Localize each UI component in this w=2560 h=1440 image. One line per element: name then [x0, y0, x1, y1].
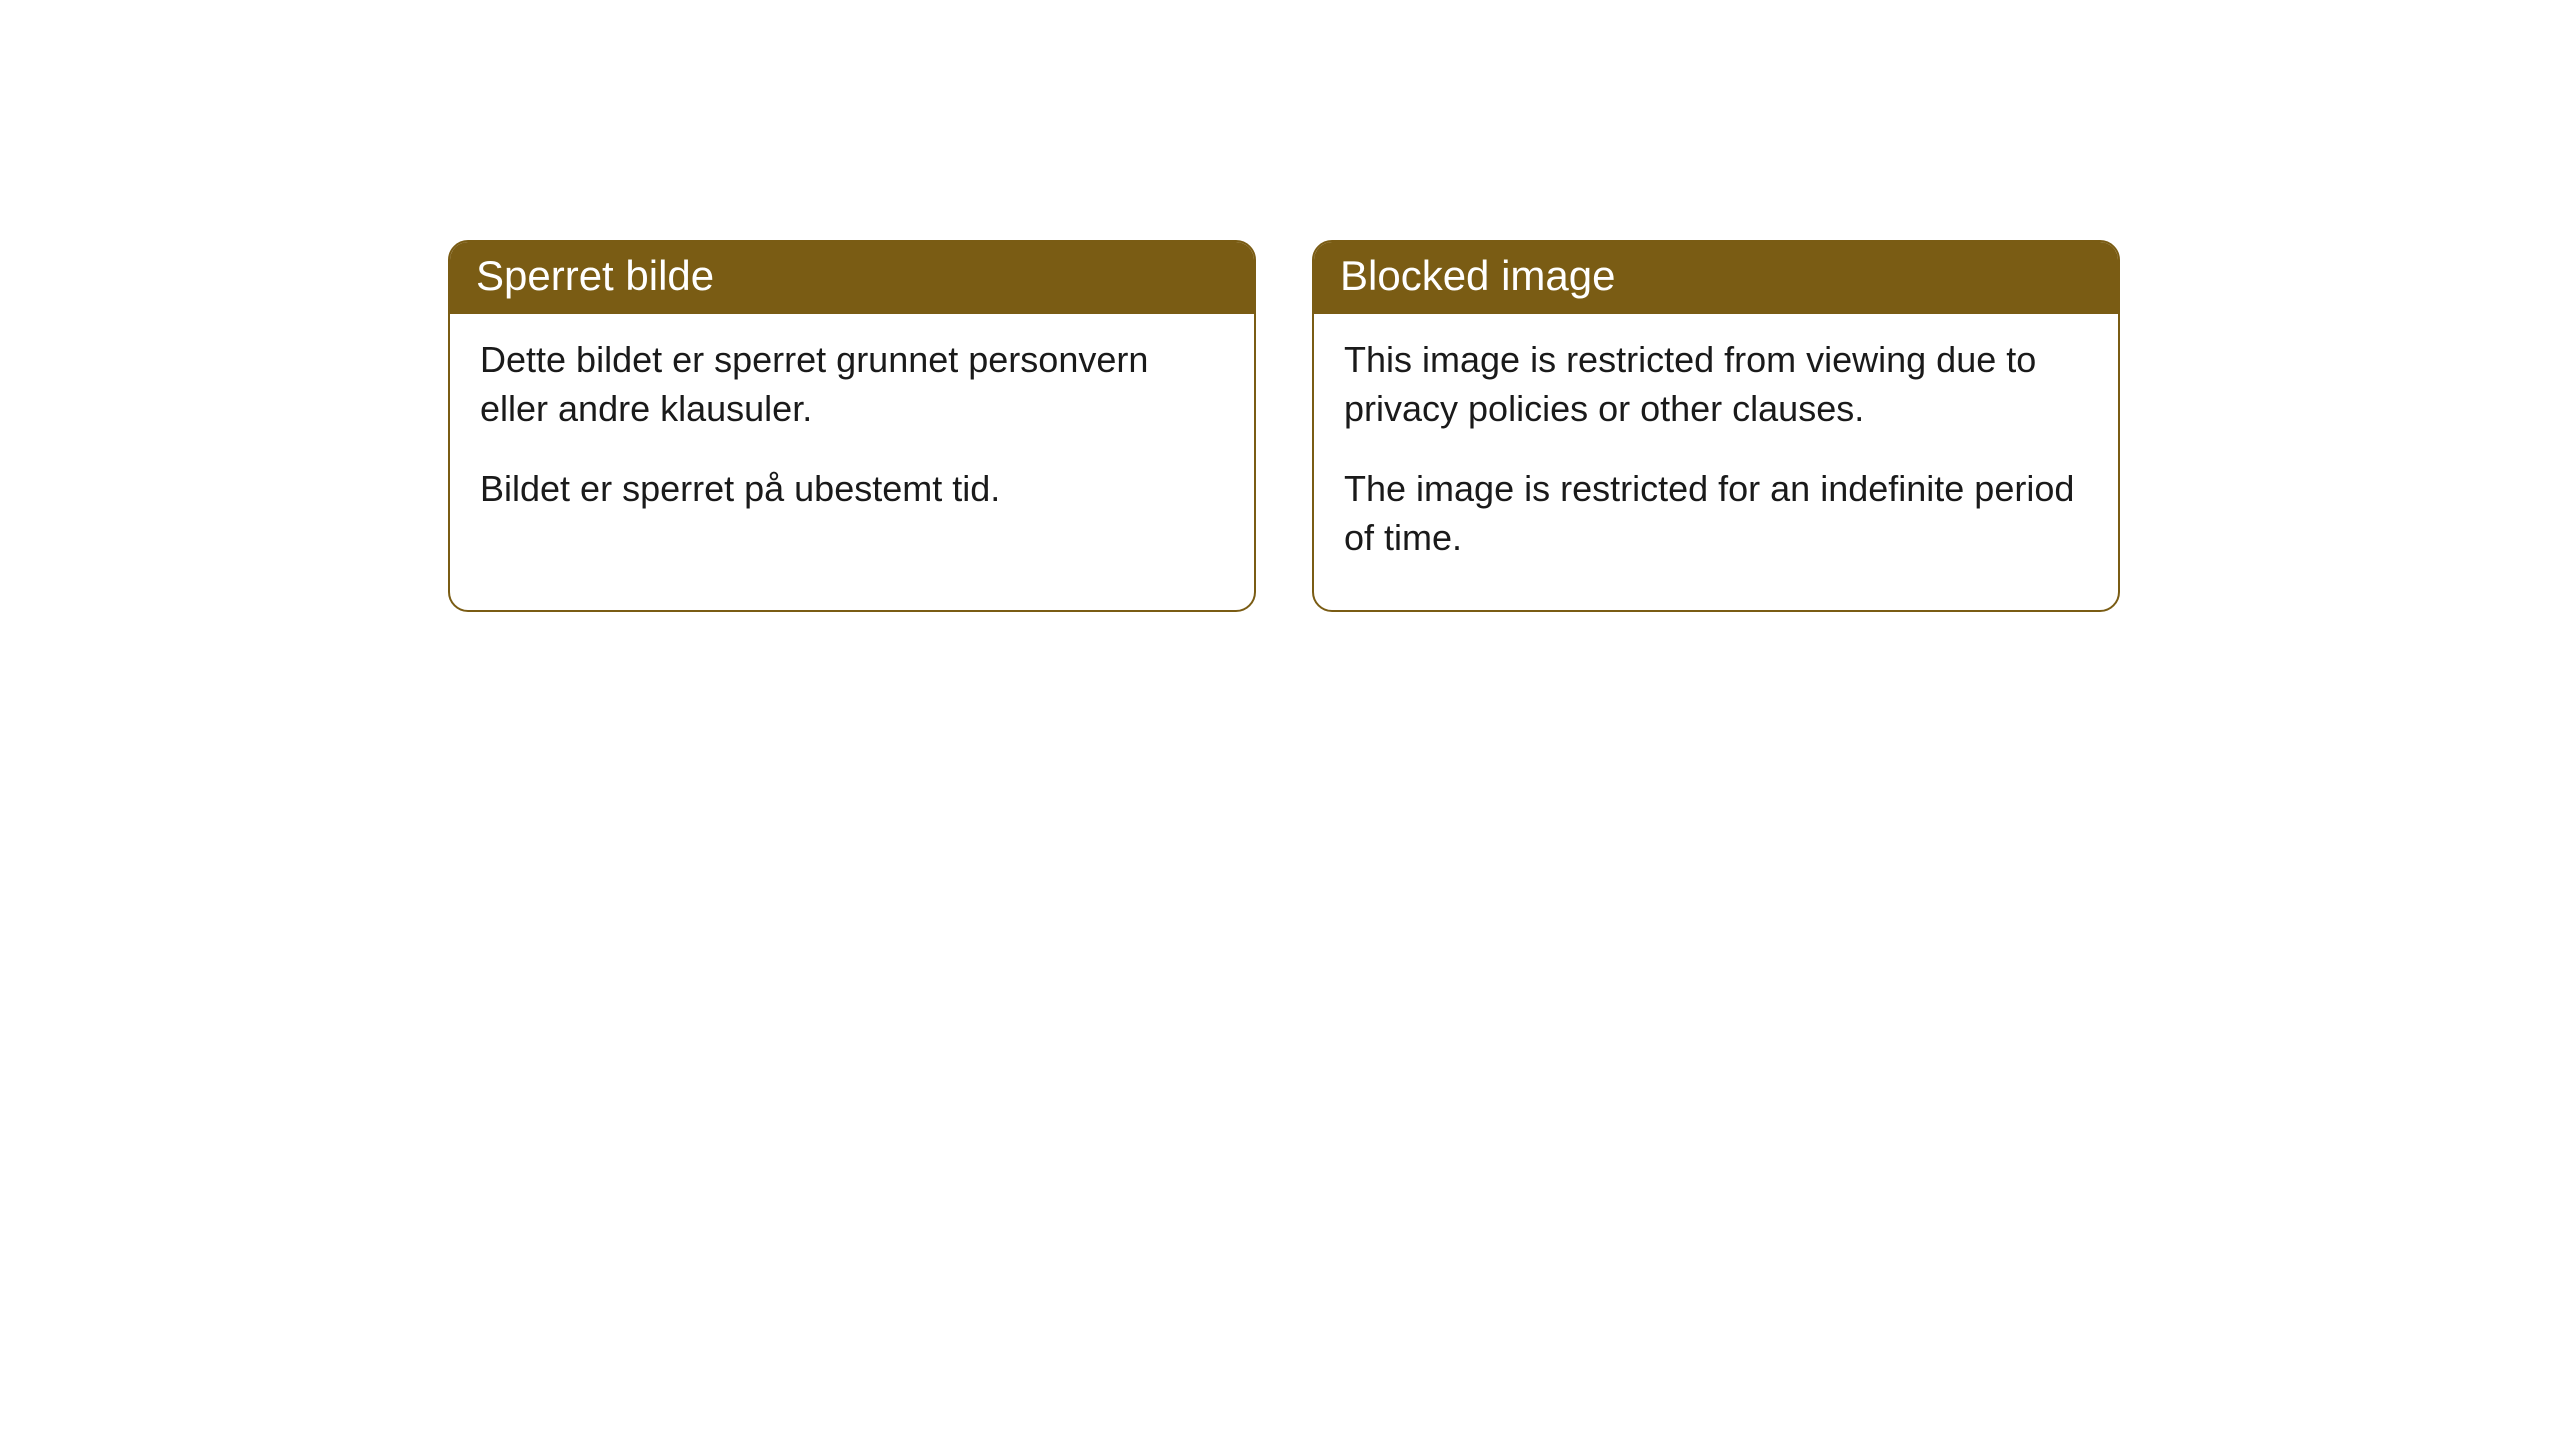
card-paragraph: Bildet er sperret på ubestemt tid.	[480, 465, 1224, 514]
blocked-image-card-en: Blocked image This image is restricted f…	[1312, 240, 2120, 612]
card-paragraph: The image is restricted for an indefinit…	[1344, 465, 2088, 562]
card-body: Dette bildet er sperret grunnet personve…	[450, 314, 1254, 562]
blocked-image-card-no: Sperret bilde Dette bildet er sperret gr…	[448, 240, 1256, 612]
card-title: Sperret bilde	[450, 242, 1254, 314]
card-paragraph: Dette bildet er sperret grunnet personve…	[480, 336, 1224, 433]
card-title: Blocked image	[1314, 242, 2118, 314]
card-body: This image is restricted from viewing du…	[1314, 314, 2118, 610]
cards-container: Sperret bilde Dette bildet er sperret gr…	[448, 240, 2120, 612]
card-paragraph: This image is restricted from viewing du…	[1344, 336, 2088, 433]
